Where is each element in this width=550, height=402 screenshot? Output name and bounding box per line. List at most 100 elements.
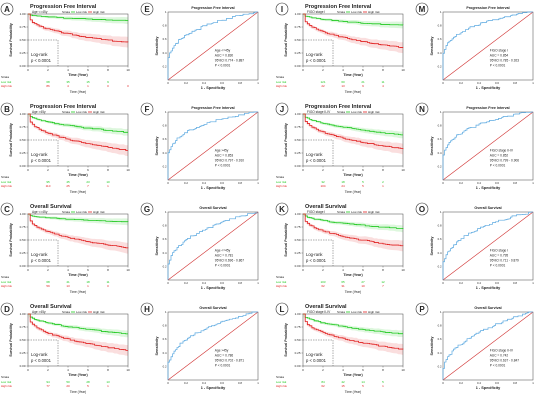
risk-low-label: Low risk bbox=[276, 180, 287, 184]
x-tick-label: 2 bbox=[322, 268, 324, 272]
roc-plot-frame bbox=[167, 211, 259, 281]
x-tick-label: 0 bbox=[27, 368, 29, 372]
legend-strata: Strata bbox=[337, 210, 345, 214]
roc-curve bbox=[167, 212, 258, 280]
risk-high-count: 1 bbox=[107, 384, 109, 388]
y-tick-label: 0.6 bbox=[163, 137, 167, 141]
x-tick-label: 2 bbox=[47, 68, 49, 72]
x-tick-label: 0.8 bbox=[513, 381, 517, 385]
roc-plot-frame bbox=[442, 311, 534, 381]
y-tick-label: 0.8 bbox=[438, 324, 442, 328]
legend-high-label: High risk bbox=[368, 10, 380, 14]
legend-high-label: High risk bbox=[368, 210, 380, 214]
risk-high-label: High risk bbox=[1, 84, 12, 88]
risk-low-label: Low risk bbox=[1, 280, 12, 284]
y-tick-label: 0.2 bbox=[438, 364, 442, 368]
roc-subgroup: FIGO stage I bbox=[490, 48, 508, 52]
panel-letter-circle bbox=[275, 2, 289, 16]
survival-curve bbox=[303, 313, 404, 350]
roc-panel-H: H Overall Survival 0.2 0.2 0.4 0.4 0.6 0.6 0.8 0.… bbox=[140, 302, 259, 390]
logrank-pvalue: p < 0.0001 bbox=[31, 158, 52, 163]
risk-low-count: 35 bbox=[66, 80, 70, 84]
km-xlabel: Time (Year) bbox=[68, 73, 88, 77]
x-tick-label: 1 bbox=[257, 281, 259, 285]
y-tick-label: 1.00 bbox=[295, 112, 301, 116]
x-tick-label: 4 bbox=[67, 368, 69, 372]
confidence-band bbox=[28, 314, 128, 338]
y-tick-label: 0.75 bbox=[295, 225, 301, 229]
risk-low-count: 18 bbox=[341, 180, 345, 184]
risk-high-count: 59 bbox=[46, 284, 50, 288]
risk-low-count: 27 bbox=[361, 280, 365, 284]
risk-high-count: 0 bbox=[127, 84, 129, 88]
y-tick-label: 0.6 bbox=[163, 337, 167, 341]
x-tick-label: 0.6 bbox=[495, 181, 499, 185]
y-tick-label: 1.00 bbox=[20, 312, 26, 316]
risk-strata: Strata bbox=[276, 375, 284, 379]
x-tick-label: 10 bbox=[126, 168, 130, 172]
logrank-pvalue: p < 0.0001 bbox=[31, 358, 52, 363]
roc-pvalue: P < 0.0001 bbox=[215, 63, 231, 67]
risk-high-count: 24 bbox=[341, 184, 345, 188]
x-tick-label: 10 bbox=[401, 368, 405, 372]
y-tick-label: 1 bbox=[165, 310, 167, 314]
x-tick-label: 0 bbox=[442, 81, 444, 85]
km-title: Progression Free Interval bbox=[305, 104, 372, 110]
x-tick-label: 0.4 bbox=[477, 181, 481, 185]
roc-diagonal bbox=[442, 211, 534, 281]
x-tick-label: 0.4 bbox=[202, 81, 206, 85]
roc-ci: 95%CI 0.785 - 0.923 bbox=[490, 58, 519, 62]
km-title: Progression Free Interval bbox=[305, 4, 372, 10]
x-tick-label: 0 bbox=[442, 181, 444, 185]
x-tick-label: 0 bbox=[167, 281, 169, 285]
legend-low-label: Low risk bbox=[76, 210, 88, 214]
x-tick-label: 0.2 bbox=[184, 81, 188, 85]
y-tick-label: 0.2 bbox=[438, 64, 442, 68]
panel-letter: I bbox=[281, 5, 283, 14]
roc-ylabel: Sensitivity bbox=[430, 236, 434, 256]
x-tick-label: 4 bbox=[342, 68, 344, 72]
confidence-band bbox=[303, 14, 403, 29]
risk-high-count: 25 bbox=[66, 184, 70, 188]
roc-panel-O: O Overall Survival 0.2 0.2 0.4 0.4 0.6 0.6 0.8 0.… bbox=[415, 202, 534, 290]
legend-strata: Strata bbox=[337, 110, 345, 114]
x-tick-label: 0 bbox=[27, 268, 29, 272]
risk-high-count: 5 bbox=[87, 384, 89, 388]
roc-pvalue: P < 0.0001 bbox=[490, 163, 506, 167]
y-tick-label: 0.2 bbox=[163, 64, 167, 68]
risk-strata: Strata bbox=[1, 275, 9, 279]
risk-high-count: 31 bbox=[341, 284, 345, 288]
roc-pvalue: P < 0.0001 bbox=[490, 63, 506, 67]
survival-curve bbox=[303, 313, 403, 335]
y-tick-label: 1.00 bbox=[20, 112, 26, 116]
legend-low-label: Low risk bbox=[76, 310, 88, 314]
risk-low-count: 84 bbox=[321, 380, 325, 384]
km-title: Overall Survival bbox=[30, 204, 72, 210]
x-tick-label: 0.6 bbox=[220, 381, 224, 385]
roc-subgroup: FIGO stage I bbox=[490, 248, 508, 252]
logrank-pvalue: p < 0.0001 bbox=[306, 158, 327, 163]
legend-high-label: High risk bbox=[368, 310, 380, 314]
x-tick-label: 0.4 bbox=[202, 381, 206, 385]
confidence-band bbox=[28, 114, 128, 156]
risk-high-count: 20 bbox=[66, 384, 70, 388]
x-tick-label: 0.2 bbox=[459, 81, 463, 85]
roc-ci: 95%CI 0.702 - 0.871 bbox=[215, 358, 244, 362]
confidence-band bbox=[28, 314, 128, 356]
km-subtitle: FIGO stage I bbox=[307, 210, 325, 214]
x-tick-label: 2 bbox=[322, 368, 324, 372]
legend-high-label: High risk bbox=[93, 210, 105, 214]
y-tick-label: 0.8 bbox=[438, 124, 442, 128]
y-tick-label: 0.4 bbox=[163, 151, 167, 155]
survival-curve bbox=[28, 13, 129, 21]
risk-high-label: High risk bbox=[1, 184, 12, 188]
y-tick-label: 1 bbox=[165, 110, 167, 114]
risk-high-count: 7 bbox=[382, 284, 384, 288]
confidence-band bbox=[303, 114, 403, 155]
roc-ci: 95%CI 0.637 - 0.847 bbox=[490, 358, 519, 362]
risk-low-count: 60 bbox=[341, 80, 345, 84]
risk-low-count: 32 bbox=[321, 180, 325, 184]
legend-low-label: Low risk bbox=[351, 310, 363, 314]
x-tick-label: 0.8 bbox=[513, 181, 517, 185]
